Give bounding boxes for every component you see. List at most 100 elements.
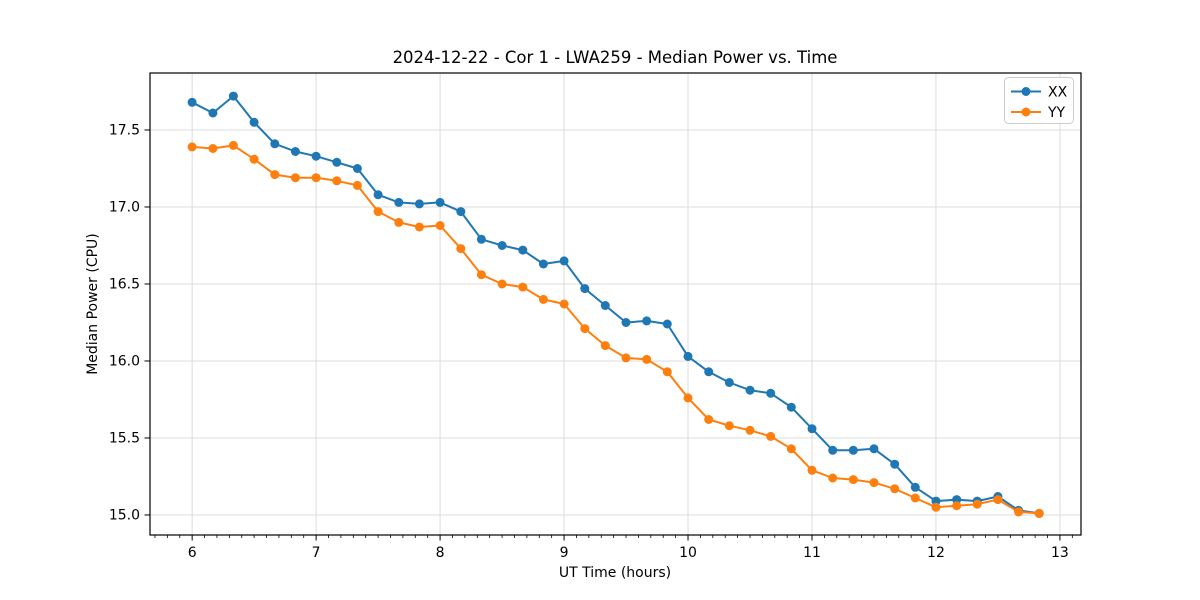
series-yy-marker	[993, 495, 1003, 505]
series-xx-marker	[642, 316, 652, 326]
series-yy-marker	[621, 353, 631, 363]
series-xx-marker	[828, 445, 838, 455]
series-yy-marker	[828, 473, 838, 483]
series-yy-marker	[745, 425, 755, 435]
series-yy-marker	[249, 154, 259, 164]
series-xx-marker	[621, 318, 631, 327]
y-tick-label: 17.0	[109, 199, 140, 215]
y-tick-label: 15.0	[109, 507, 140, 523]
x-axis-label: UT Time (hours)	[559, 565, 671, 581]
tick-layer: 6 7 8 9 10 11 12 13 15.0 15.5 16.0 16.5 17.0 17.5	[109, 122, 1073, 561]
series-layer	[187, 91, 1044, 518]
series-yy-marker	[414, 222, 424, 232]
y-axis-label: Median Power (CPU)	[85, 233, 101, 375]
series-yy-marker	[952, 501, 962, 511]
series-xx-marker	[600, 301, 610, 310]
series-xx-marker	[766, 388, 776, 398]
series-xx-marker	[580, 284, 590, 294]
series-yy-marker	[538, 294, 548, 304]
series-xx-marker	[807, 424, 817, 434]
x-tick-label: 6	[188, 545, 197, 561]
x-tick-label: 7	[312, 545, 321, 561]
series-yy-marker	[332, 176, 342, 186]
x-tick-label: 11	[803, 545, 821, 561]
series-xx-marker	[848, 445, 858, 455]
series-yy-marker	[642, 354, 652, 364]
series-xx-marker	[559, 256, 569, 266]
legend-marker-yy	[1021, 107, 1031, 117]
series-xx-marker	[311, 151, 321, 161]
series-xx-marker	[890, 459, 900, 469]
series-xx-marker	[435, 197, 445, 207]
series-xx-marker	[249, 117, 259, 127]
x-tick-label: 12	[927, 545, 945, 561]
series-yy-marker	[435, 221, 445, 230]
series-xx-marker	[187, 97, 197, 107]
series-yy-line	[191, 144, 1041, 515]
y-tick-label: 16.0	[109, 353, 140, 369]
series-yy-marker	[600, 341, 610, 351]
series-xx-marker	[683, 351, 693, 361]
series-yy-marker	[497, 279, 507, 289]
series-xx-marker	[538, 259, 548, 269]
series-yy-marker	[208, 144, 218, 153]
series-yy-marker	[972, 499, 982, 509]
legend-label-xx: XX	[1048, 85, 1068, 101]
series-xx-marker	[869, 444, 879, 454]
series-xx-marker	[414, 199, 424, 209]
series-yy-marker	[786, 444, 796, 454]
series-yy-marker	[290, 173, 300, 183]
legend-label-yy: YY	[1047, 105, 1066, 121]
series-yy-marker	[394, 217, 404, 227]
series-yy-marker	[931, 502, 941, 512]
series-yy-marker	[807, 465, 817, 475]
series-xx-marker	[786, 402, 796, 412]
series-yy-marker	[662, 367, 672, 377]
series-xx-marker	[910, 482, 920, 492]
x-tick-label: 8	[436, 545, 445, 561]
series-yy-marker	[373, 207, 383, 217]
series-yy-marker	[559, 299, 569, 309]
series-yy-marker	[704, 415, 714, 424]
series-yy-marker	[1014, 507, 1024, 517]
series-yy-marker	[766, 431, 776, 441]
series-xx-marker	[270, 139, 280, 149]
series-xx-marker	[704, 367, 714, 377]
x-tick-label: 10	[679, 545, 697, 561]
series-xx-marker	[373, 190, 383, 200]
series-yy-marker	[270, 170, 280, 180]
series-yy-marker	[456, 244, 466, 254]
series-yy-marker	[311, 173, 321, 183]
series-xx-marker	[456, 207, 466, 217]
series-yy-marker	[1034, 508, 1044, 518]
series-yy-marker	[890, 484, 900, 494]
x-tick-label: 9	[560, 545, 569, 561]
y-tick-label: 15.5	[109, 430, 140, 446]
series-yy-marker	[724, 421, 734, 431]
x-tick-label: 13	[1051, 545, 1069, 561]
series-yy-marker	[910, 493, 920, 503]
series-yy-marker	[228, 140, 238, 150]
chart-title: 2024-12-22 - Cor 1 - LWA259 - Median Pow…	[393, 48, 838, 67]
series-xx-marker	[290, 147, 300, 156]
series-yy-marker	[848, 475, 858, 485]
series-xx-marker	[497, 241, 507, 250]
legend-item-yy: YY	[1011, 105, 1066, 121]
legend-marker-xx	[1021, 87, 1031, 96]
series-xx-marker	[745, 385, 755, 395]
grid-layer	[150, 73, 1081, 535]
series-xx-marker	[332, 157, 342, 167]
series-xx-marker	[228, 91, 238, 101]
plot-area	[149, 72, 1082, 536]
legend-item-xx: XX	[1011, 85, 1068, 101]
series-xx-marker	[352, 164, 362, 173]
series-xx-marker	[931, 496, 941, 506]
y-tick-label: 16.5	[109, 276, 140, 292]
series-yy-marker	[580, 324, 590, 334]
series-yy-marker	[518, 282, 528, 292]
series-yy-marker	[476, 270, 486, 280]
series-xx-marker	[394, 197, 404, 207]
y-tick-label: 17.5	[109, 122, 140, 138]
